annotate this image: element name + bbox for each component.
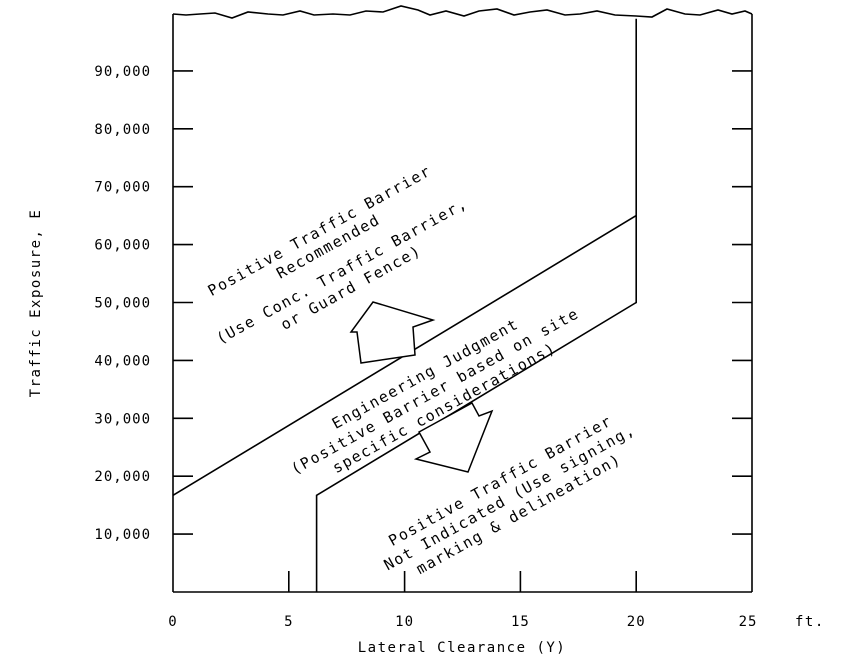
up-arrow-icon	[349, 301, 436, 364]
x-tick-label: 5	[284, 614, 293, 630]
x-tick-label: 0	[168, 614, 177, 630]
y-tick-label: 70,000	[94, 180, 151, 196]
y-tick-labels: 10,000 20,000 30,000 40,000 50,000 60,000 70,0…	[94, 64, 151, 543]
x-tick-label: 15	[511, 614, 530, 630]
region-arrows	[349, 301, 494, 473]
x-tick-label: 10	[395, 614, 414, 630]
x-axis-title: Lateral Clearance (Y)	[358, 640, 567, 656]
x-tick-labels: 0 5 10 15 20 25	[168, 614, 758, 630]
top-break-line	[172, 5, 753, 19]
y-tick-label: 80,000	[94, 122, 151, 138]
region-line: Not Indicated (Use signing,	[381, 421, 638, 575]
x-axis-unit: ft.	[795, 614, 825, 630]
y-tick-label: 30,000	[94, 411, 151, 427]
y-tick-label: 90,000	[94, 64, 151, 80]
lower-boundary-line	[315, 18, 638, 592]
x-tick-label: 25	[739, 614, 758, 630]
region-label-recommended: Positive Traffic Barrier Recommended (Us…	[205, 162, 471, 348]
boundary-lines	[172, 18, 638, 592]
down-arrow-icon	[413, 401, 494, 473]
y-tick-label: 60,000	[94, 238, 151, 254]
y-tick-label: 50,000	[94, 296, 151, 312]
y-tick-label: 20,000	[94, 469, 151, 485]
y-axis-title: Traffic Exposure, E	[28, 209, 44, 398]
axis-ticks	[173, 70, 752, 592]
x-tick-label: 20	[627, 614, 646, 630]
y-tick-label: 40,000	[94, 353, 151, 369]
y-tick-label: 10,000	[94, 527, 151, 543]
